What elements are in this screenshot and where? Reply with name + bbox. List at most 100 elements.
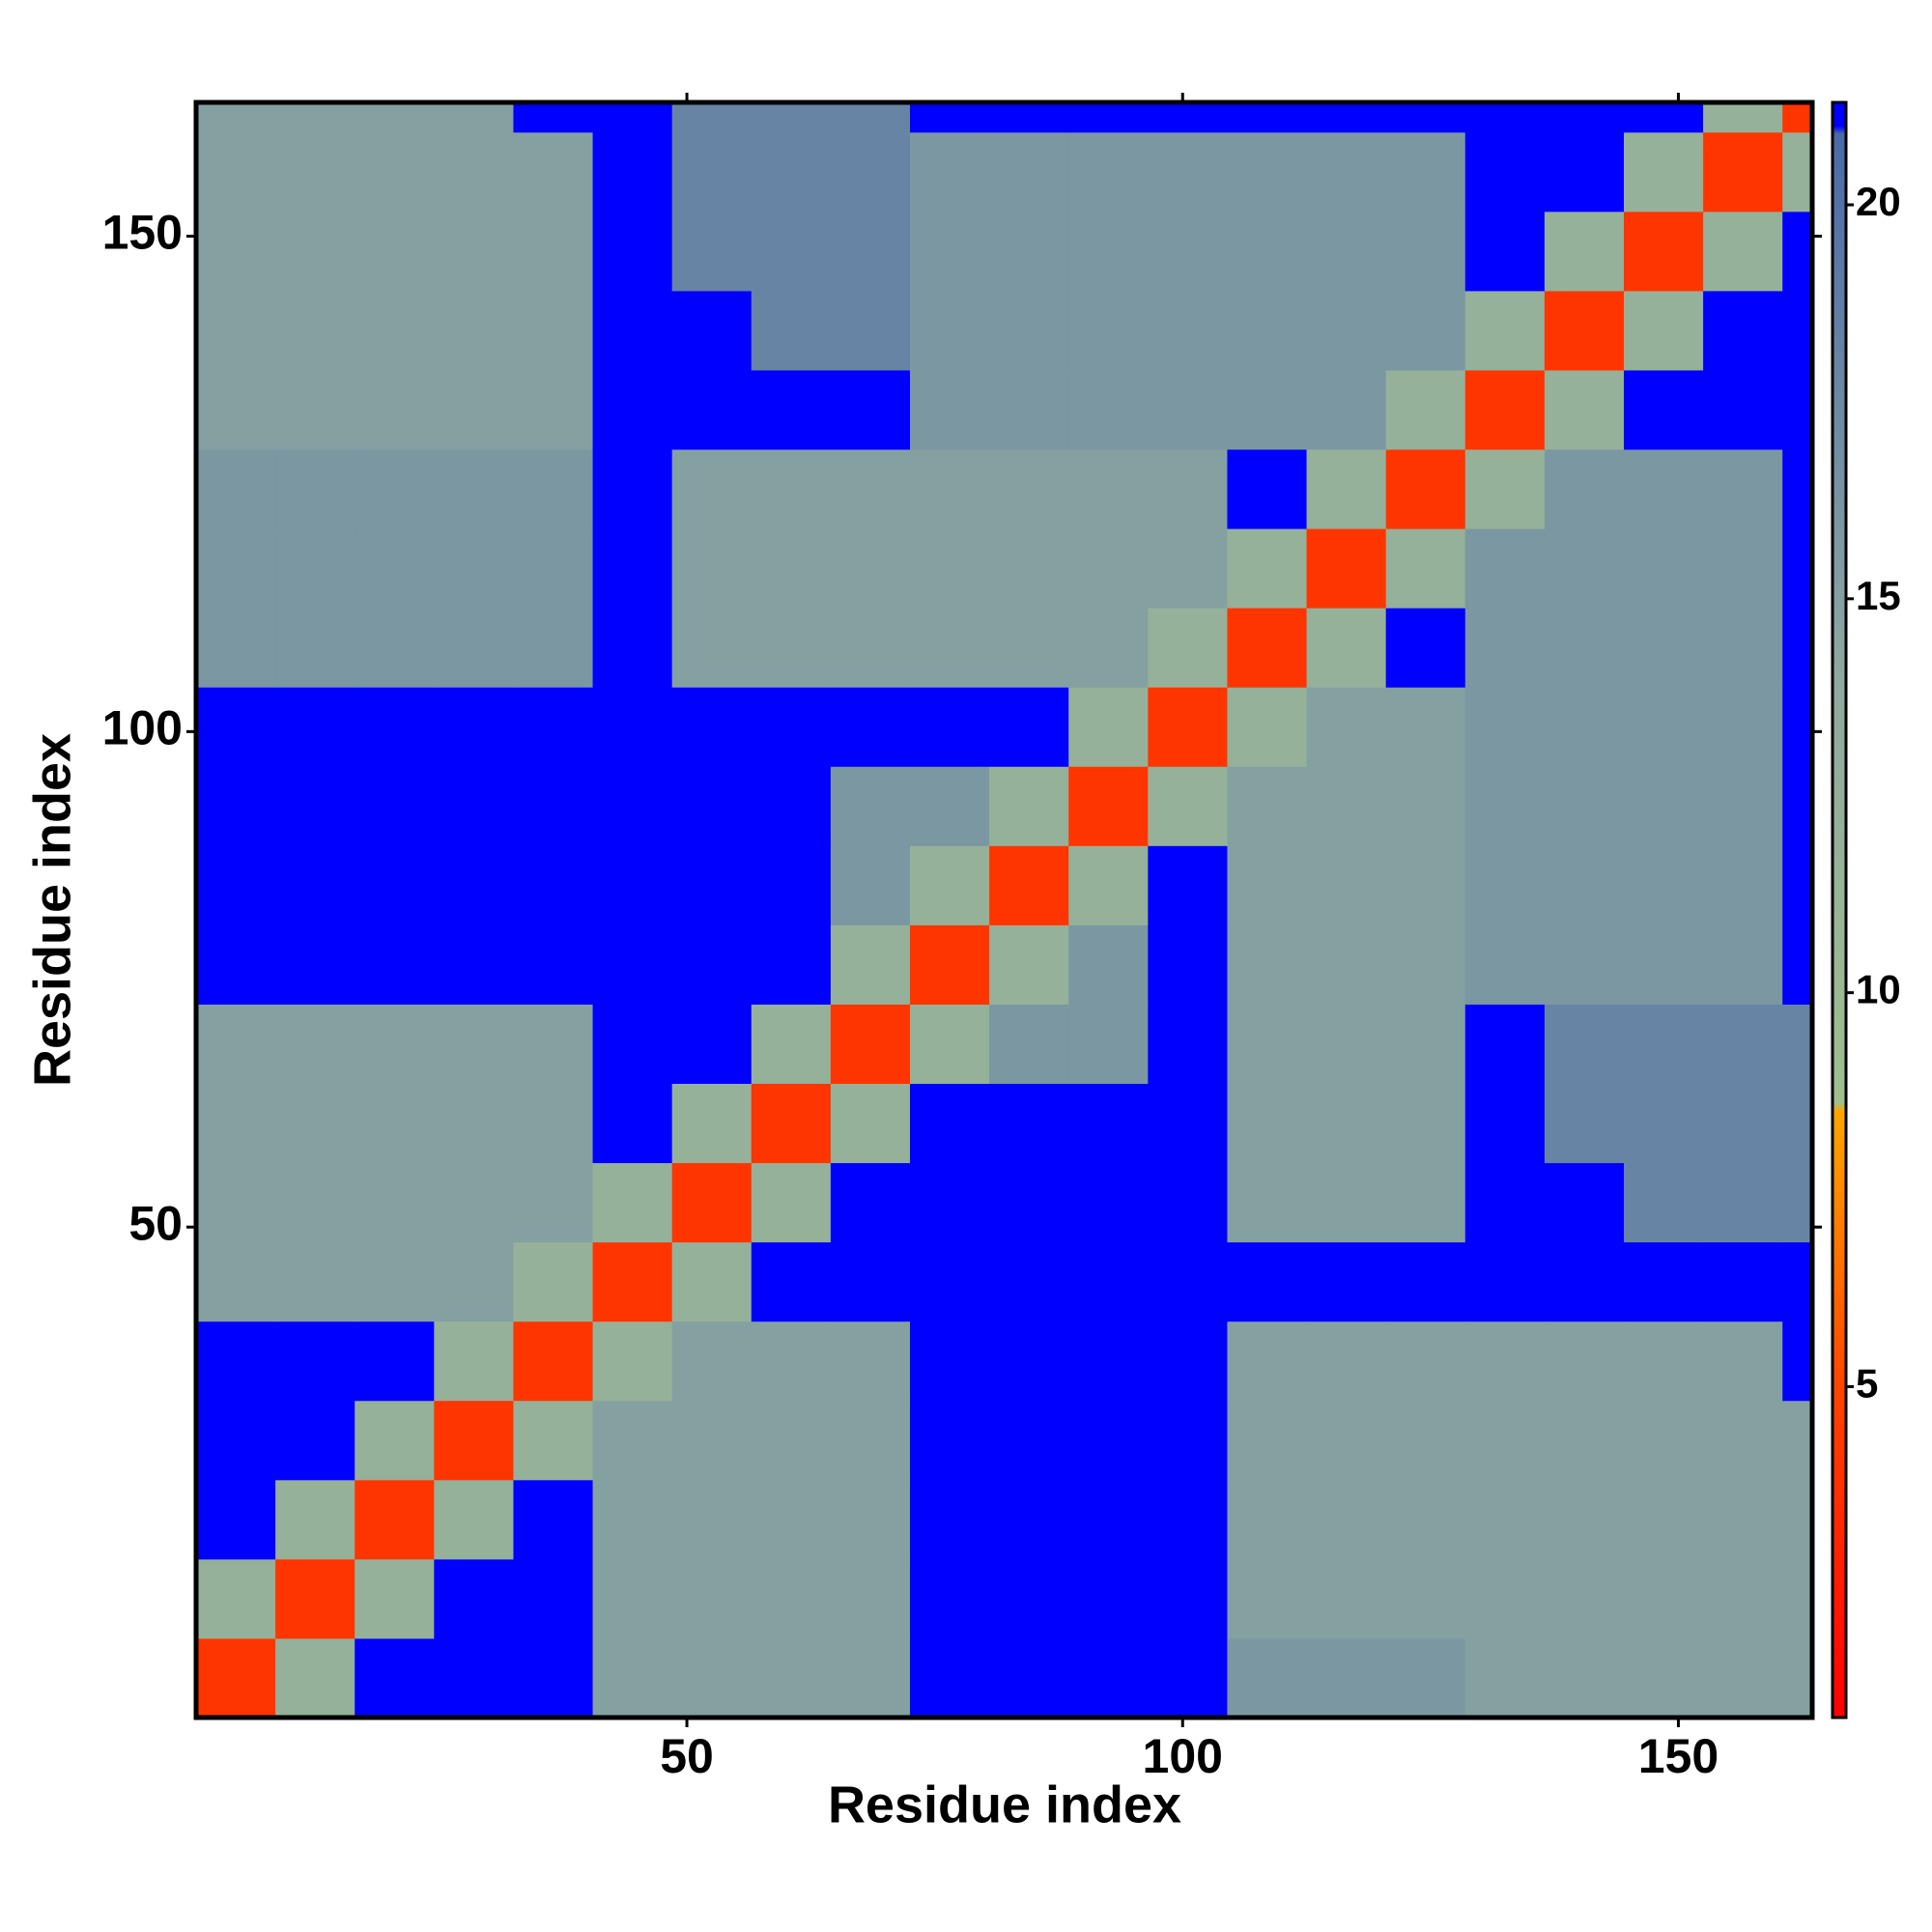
heatmap-cell bbox=[1623, 528, 1704, 609]
heatmap-cell bbox=[1068, 1162, 1149, 1243]
heatmap-cell bbox=[1544, 1558, 1625, 1639]
heatmap-cell bbox=[1227, 924, 1308, 1005]
heatmap-cell bbox=[196, 687, 276, 767]
heatmap-cell bbox=[989, 687, 1069, 767]
heatmap-cell bbox=[1464, 1083, 1546, 1164]
heatmap-cell bbox=[909, 608, 990, 688]
heatmap-cell bbox=[1782, 845, 1813, 925]
heatmap-cell bbox=[513, 1004, 594, 1085]
heatmap-cell bbox=[1068, 1321, 1149, 1402]
heatmap-cell bbox=[592, 211, 673, 292]
heatmap-cell bbox=[1623, 1004, 1704, 1085]
heatmap-cell bbox=[513, 211, 594, 292]
heatmap-cell bbox=[513, 1400, 594, 1481]
heatmap-cell bbox=[1703, 766, 1783, 846]
heatmap-cell bbox=[671, 1004, 753, 1085]
heatmap-cell bbox=[1227, 369, 1308, 450]
heatmap-cell bbox=[434, 1241, 514, 1322]
heatmap-cell bbox=[434, 528, 514, 609]
heatmap-cell bbox=[1464, 1637, 1546, 1719]
heatmap-cell bbox=[1068, 924, 1149, 1005]
heatmap-cell bbox=[1623, 608, 1704, 688]
heatmap-cell bbox=[671, 845, 753, 925]
heatmap-cell bbox=[275, 528, 355, 609]
heatmap-cell bbox=[989, 924, 1069, 1005]
heatmap-cell bbox=[1385, 1162, 1466, 1243]
heatmap-cell bbox=[355, 1479, 435, 1560]
heatmap-cell bbox=[1782, 211, 1813, 292]
heatmap-cell bbox=[1464, 1241, 1546, 1322]
heatmap-cell bbox=[1464, 528, 1546, 609]
heatmap-cell bbox=[1148, 211, 1228, 292]
heatmap-cell bbox=[671, 449, 753, 529]
heatmap-cell bbox=[1148, 102, 1228, 133]
heatmap-cell bbox=[1227, 1479, 1308, 1560]
heatmap-cell bbox=[275, 1083, 355, 1164]
heatmap-cell bbox=[1703, 1004, 1783, 1085]
heatmap-cell bbox=[1782, 449, 1813, 529]
heatmap-cell bbox=[275, 131, 355, 213]
heatmap-cell bbox=[275, 369, 355, 450]
heatmap-cell bbox=[751, 1241, 832, 1322]
heatmap-cell bbox=[1227, 131, 1308, 213]
heatmap-cell bbox=[751, 766, 832, 846]
heatmap-cell bbox=[1782, 369, 1813, 450]
heatmap-cell bbox=[830, 449, 911, 529]
heatmap-cell bbox=[1623, 924, 1704, 1005]
heatmap-cell bbox=[751, 687, 832, 767]
heatmap-cell bbox=[1148, 369, 1228, 450]
heatmap-cell bbox=[1782, 766, 1813, 846]
heatmap-cell bbox=[909, 924, 990, 1005]
heatmap-cell bbox=[196, 1162, 276, 1243]
heatmap-cell bbox=[1782, 1162, 1813, 1243]
heatmap-cell bbox=[592, 845, 673, 925]
heatmap-cell bbox=[1306, 1083, 1387, 1164]
heatmap-cell bbox=[671, 1479, 753, 1560]
heatmap-cell bbox=[1464, 924, 1546, 1005]
heatmap-cell bbox=[355, 1400, 435, 1481]
heatmap-cell bbox=[1306, 369, 1387, 450]
heatmap-cell bbox=[1227, 1321, 1308, 1402]
heatmap-cell bbox=[1464, 845, 1546, 925]
heatmap-cell bbox=[434, 369, 514, 450]
heatmap-cell bbox=[1464, 1321, 1546, 1402]
heatmap-cell bbox=[830, 1400, 911, 1481]
heatmap-cell bbox=[1544, 528, 1625, 609]
heatmap-cell bbox=[751, 211, 832, 292]
heatmap-cell bbox=[830, 924, 911, 1005]
heatmap-cell bbox=[830, 102, 911, 133]
heatmap-cell bbox=[1385, 1241, 1466, 1322]
heatmap-cell bbox=[1148, 1241, 1228, 1322]
heatmap-cell bbox=[275, 845, 355, 925]
heatmap-cell bbox=[1148, 766, 1228, 846]
heatmap-cell bbox=[830, 1083, 911, 1164]
heatmap-cell bbox=[513, 845, 594, 925]
heatmap-cell bbox=[751, 1321, 832, 1402]
y-tick-label: 100 bbox=[102, 701, 183, 755]
heatmap-cell bbox=[1148, 528, 1228, 609]
heatmap-cell bbox=[513, 1241, 594, 1322]
heatmap-cell bbox=[830, 369, 911, 450]
heatmap-cell bbox=[275, 608, 355, 688]
heatmap-cell bbox=[830, 528, 911, 609]
heatmap-cell bbox=[1703, 290, 1783, 371]
heatmap-cell bbox=[909, 211, 990, 292]
heatmap-cell bbox=[434, 608, 514, 688]
heatmap-cell bbox=[1068, 1558, 1149, 1639]
heatmap-cell bbox=[671, 211, 753, 292]
heatmap-cell bbox=[275, 1162, 355, 1243]
heatmap-cell bbox=[1306, 131, 1387, 213]
heatmap-cell bbox=[830, 1479, 911, 1560]
heatmap-cell bbox=[1703, 1637, 1783, 1719]
heatmap-cell bbox=[909, 766, 990, 846]
heatmap-cell bbox=[751, 449, 832, 529]
heatmap-cell bbox=[355, 131, 435, 213]
heatmap-cell bbox=[671, 528, 753, 609]
heatmap-cell bbox=[1703, 924, 1783, 1005]
heatmap-cell bbox=[592, 1637, 673, 1719]
heatmap-cell bbox=[1623, 1400, 1704, 1481]
heatmap-cell bbox=[196, 131, 276, 213]
heatmap-cell bbox=[830, 608, 911, 688]
heatmap-cell bbox=[1306, 687, 1387, 767]
